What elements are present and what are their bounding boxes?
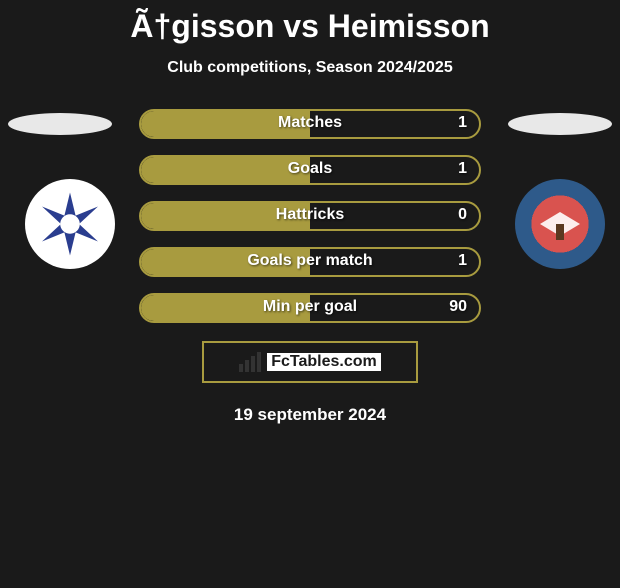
stat-rows: Matches 1 Goals 1 Hattricks 0 Goals per … [139, 109, 481, 323]
team-logo-left [25, 179, 115, 269]
stat-value: 90 [449, 298, 467, 316]
team-logo-left-icon [35, 189, 105, 259]
footer-attribution: FcTables.com [202, 341, 418, 383]
stat-row: Goals 1 [139, 155, 481, 185]
stat-value: 1 [458, 114, 467, 132]
stat-row: Hattricks 0 [139, 201, 481, 231]
stat-value: 1 [458, 160, 467, 178]
stat-label: Goals [288, 160, 332, 178]
stat-label: Hattricks [276, 206, 344, 224]
stat-label: Matches [278, 114, 342, 132]
stat-row: Goals per match 1 [139, 247, 481, 277]
date-label: 19 september 2024 [0, 405, 620, 425]
stat-label: Goals per match [247, 252, 372, 270]
subtitle: Club competitions, Season 2024/2025 [0, 59, 620, 77]
stat-row: Min per goal 90 [139, 293, 481, 323]
flag-left-oval [8, 113, 112, 135]
bar-chart-icon [239, 352, 261, 372]
stat-row: Matches 1 [139, 109, 481, 139]
content-area: Matches 1 Goals 1 Hattricks 0 Goals per … [0, 109, 620, 425]
team-logo-right-icon [530, 194, 590, 254]
team-logo-right [515, 179, 605, 269]
stat-value: 0 [458, 206, 467, 224]
stat-value: 1 [458, 252, 467, 270]
stat-fill [141, 157, 310, 183]
page-title: Ã†gisson vs Heimisson [0, 8, 620, 45]
footer-label: FcTables.com [267, 353, 381, 371]
stat-label: Min per goal [263, 298, 357, 316]
flag-right-oval [508, 113, 612, 135]
